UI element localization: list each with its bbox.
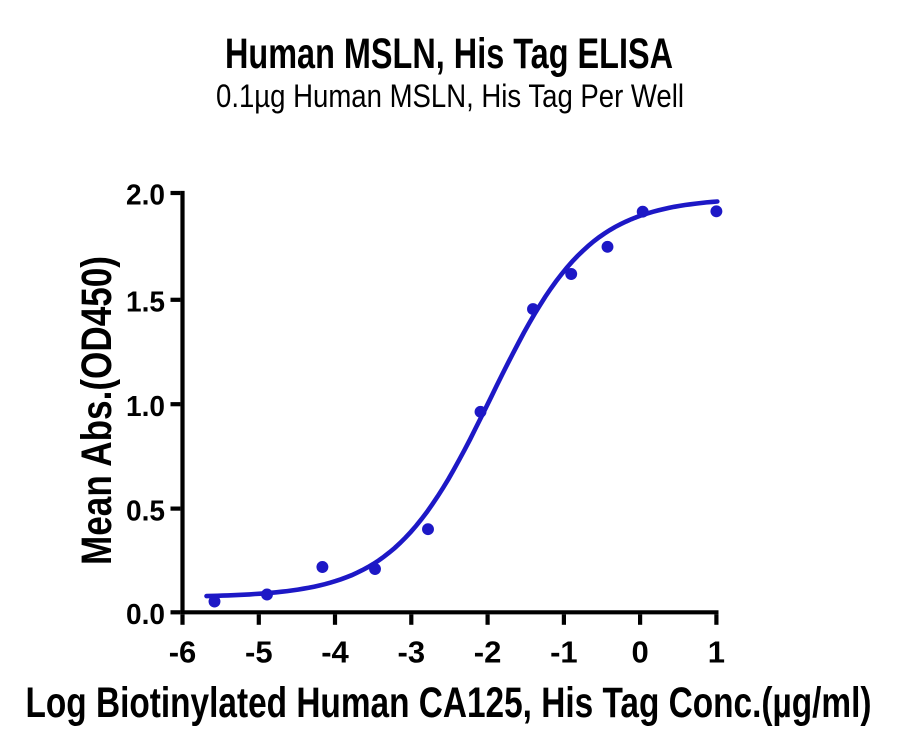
svg-text:Mean Abs.(OD450): Mean Abs.(OD450)	[73, 256, 121, 565]
svg-text:0: 0	[631, 634, 648, 669]
svg-text:0.5: 0.5	[126, 495, 165, 527]
svg-text:-1: -1	[550, 634, 578, 669]
svg-text:0.0: 0.0	[126, 599, 165, 631]
svg-text:2.0: 2.0	[126, 180, 165, 212]
svg-text:-3: -3	[398, 634, 426, 669]
svg-text:-2: -2	[474, 634, 502, 669]
svg-text:Human MSLN, His Tag ELISA: Human MSLN, His Tag ELISA	[225, 30, 673, 78]
svg-text:-5: -5	[245, 634, 273, 669]
svg-text:-4: -4	[321, 634, 349, 669]
svg-text:1.0: 1.0	[126, 391, 165, 423]
svg-text:0.1µg Human MSLN, His Tag Per: 0.1µg Human MSLN, His Tag Per Well	[216, 78, 684, 114]
svg-text:1: 1	[708, 634, 725, 669]
svg-text:-6: -6	[169, 634, 197, 669]
svg-text:Log Biotinylated Human CA125,: Log Biotinylated Human CA125, His Tag Co…	[26, 679, 872, 727]
svg-text:1.5: 1.5	[126, 287, 165, 319]
